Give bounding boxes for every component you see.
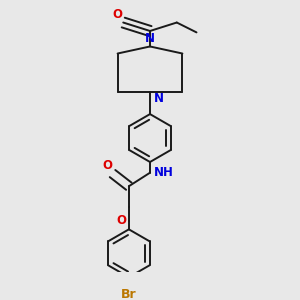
Text: O: O — [117, 214, 127, 227]
Text: O: O — [112, 8, 122, 21]
Text: Br: Br — [121, 288, 137, 300]
Text: N: N — [145, 32, 155, 45]
Text: O: O — [102, 159, 112, 172]
Text: N: N — [153, 92, 164, 105]
Text: NH: NH — [153, 166, 173, 179]
